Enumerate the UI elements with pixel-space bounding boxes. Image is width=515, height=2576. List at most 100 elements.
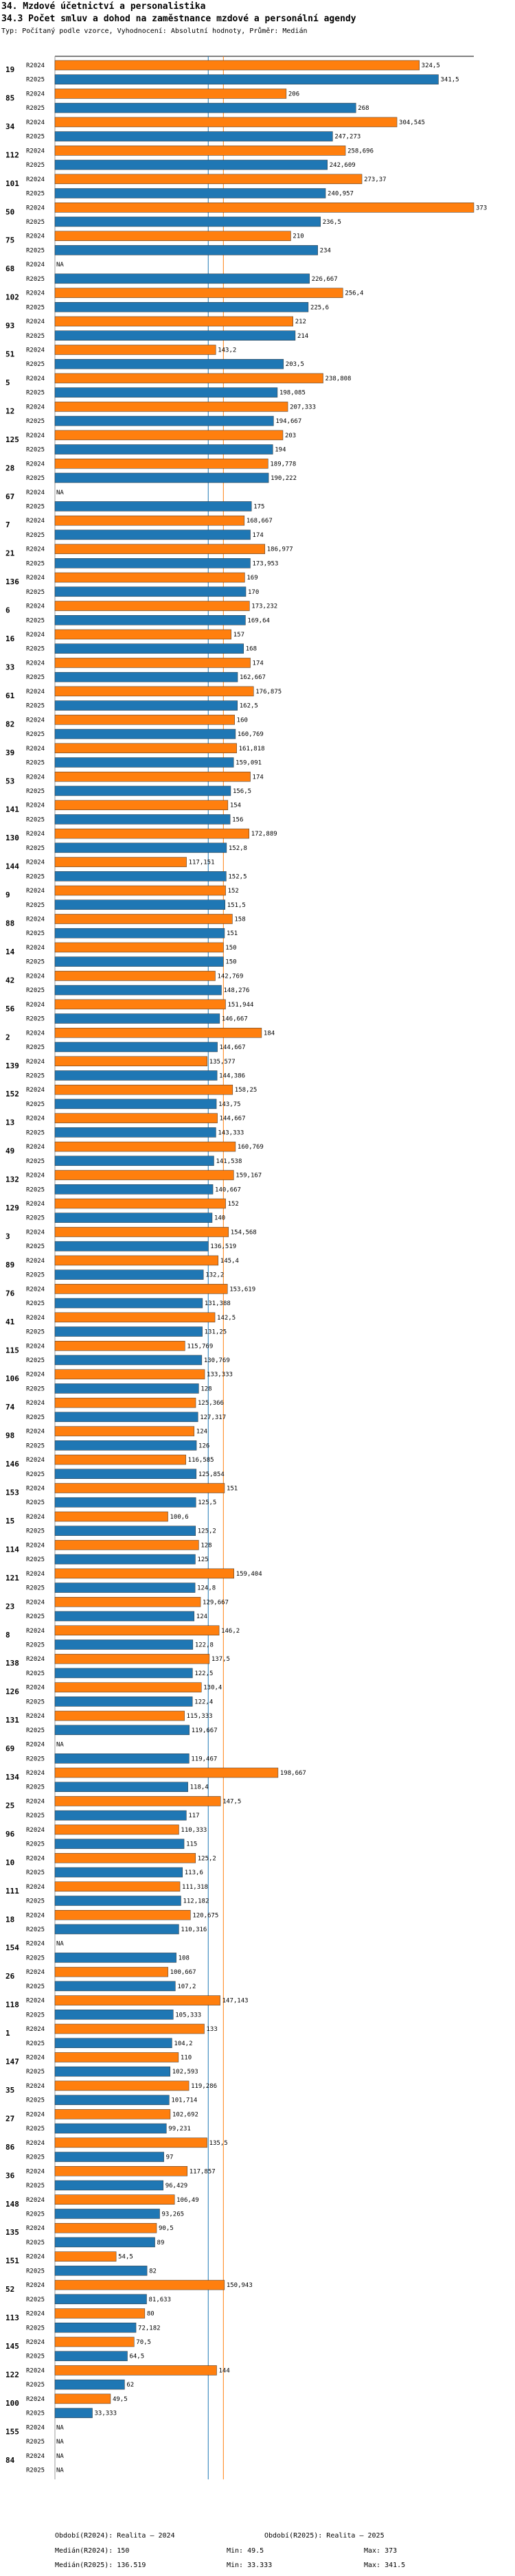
series-label: R2025 [26, 1699, 45, 1705]
bar-r2025 [54, 842, 227, 853]
group-label: 52 [5, 2285, 14, 2294]
series-label: R2025 [26, 1784, 45, 1791]
bar-r2025 [54, 1924, 179, 1935]
series-label: R2024 [26, 1827, 45, 1834]
bar-r2024 [54, 2365, 217, 2376]
value-label: 106,49 [176, 2197, 199, 2204]
value-label: 93,265 [162, 2211, 185, 2218]
value-label: 143,2 [218, 347, 236, 354]
series-label: R2025 [26, 1528, 45, 1535]
series-label: R2025 [26, 1243, 45, 1250]
value-label: 161,818 [239, 746, 265, 752]
series-label: R2024 [26, 1571, 45, 1578]
bar-r2024 [54, 430, 284, 441]
bar-r2025 [54, 1412, 198, 1423]
value-label: 212 [295, 319, 306, 325]
bar-r2025 [54, 2010, 174, 2020]
value-label: 176,875 [255, 689, 282, 695]
bar-r2025 [54, 302, 309, 312]
na-label: NA [56, 2468, 64, 2474]
group-label: 114 [5, 1545, 19, 1554]
bar-r2024 [54, 857, 187, 867]
group-label: 15 [5, 1517, 14, 1526]
value-label: 99,231 [168, 2126, 191, 2132]
group-label: 19 [5, 65, 14, 74]
bar-r2024 [54, 146, 346, 156]
bar-r2024 [54, 914, 233, 924]
bar-r2024 [54, 1426, 195, 1436]
series-label: R2024 [26, 376, 45, 382]
series-label: R2024 [26, 1116, 45, 1123]
footer-min-2024: Min: 49.5 [227, 2547, 264, 2555]
series-label: R2025 [26, 560, 45, 567]
series-label: R2024 [26, 433, 45, 439]
bar-r2025 [54, 1981, 176, 1992]
value-label: 159,404 [236, 1571, 262, 1578]
bar-r2025 [54, 216, 321, 227]
value-label: 324,5 [422, 62, 440, 69]
bar-r2024 [54, 1198, 226, 1209]
chart-title: 34.3 Počet smluv a dohod na zaměstnance … [1, 14, 356, 24]
series-label: R2024 [26, 2140, 45, 2147]
value-label: 102,692 [172, 2111, 198, 2118]
series-label: R2025 [26, 418, 45, 425]
value-label: 110,316 [181, 1927, 207, 1933]
bar-r2024 [54, 1597, 201, 1607]
value-label: 140,667 [215, 1186, 241, 1193]
footer-period-2025: Období(R2025): Realita – 2025 [264, 2532, 385, 2540]
bar-r2024 [54, 1084, 233, 1095]
series-label: R2025 [26, 1813, 45, 1819]
bar-r2025 [54, 643, 244, 654]
value-label: 341,5 [440, 77, 459, 84]
group-label: 145 [5, 2342, 19, 2351]
series-label: R2025 [26, 1101, 45, 1108]
series-label: R2025 [26, 1870, 45, 1876]
bar-r2025 [54, 415, 274, 426]
series-label: R2024 [26, 1201, 45, 1208]
series-label: R2024 [26, 2026, 45, 2033]
bar-r2024 [54, 686, 254, 697]
bar-r2025 [54, 472, 269, 483]
bar-r2025 [54, 1697, 193, 1707]
value-label: 104,2 [174, 2040, 192, 2047]
bar-r2025 [54, 501, 252, 511]
group-label: 134 [5, 1773, 19, 1782]
series-label: R2024 [26, 1685, 45, 1692]
series-label: R2024 [26, 2424, 45, 2431]
value-label: 132,2 [205, 1272, 224, 1279]
value-label: 210 [293, 233, 304, 240]
series-label: R2024 [26, 1229, 45, 1236]
group-label: 35 [5, 2086, 14, 2095]
bar-r2025 [54, 330, 296, 341]
value-label: 174 [253, 660, 264, 667]
series-label: R2024 [26, 91, 45, 97]
bar-r2025 [54, 1042, 218, 1053]
bar-r2025 [54, 615, 246, 625]
bar-r2024 [54, 174, 363, 185]
value-label: 140 [214, 1215, 225, 1222]
series-label: R2025 [26, 674, 45, 681]
series-label: R2025 [26, 77, 45, 84]
series-label: R2024 [26, 233, 45, 240]
series-label: R2025 [26, 1215, 45, 1222]
series-label: R2024 [26, 2282, 45, 2289]
series-label: R2024 [26, 1912, 45, 1919]
group-label: 74 [5, 1403, 15, 1412]
series-label: R2024 [26, 2339, 45, 2346]
series-label: R2025 [26, 2411, 45, 2417]
value-label: 115,769 [187, 1343, 213, 1350]
group-label: 76 [5, 1289, 15, 1298]
value-label: 143,333 [218, 1129, 244, 1136]
value-label: 373 [476, 205, 487, 211]
series-label: R2025 [26, 930, 45, 937]
bar-r2024 [54, 658, 251, 668]
group-label: 153 [5, 1488, 19, 1497]
group-label: 130 [5, 833, 19, 842]
bar-r2024 [54, 1255, 219, 1266]
bar-r2024 [54, 999, 226, 1010]
value-label: 115,333 [187, 1713, 213, 1720]
value-label: 125,2 [198, 1855, 216, 1862]
series-label: R2024 [26, 888, 45, 895]
series-label: R2024 [26, 2168, 45, 2175]
